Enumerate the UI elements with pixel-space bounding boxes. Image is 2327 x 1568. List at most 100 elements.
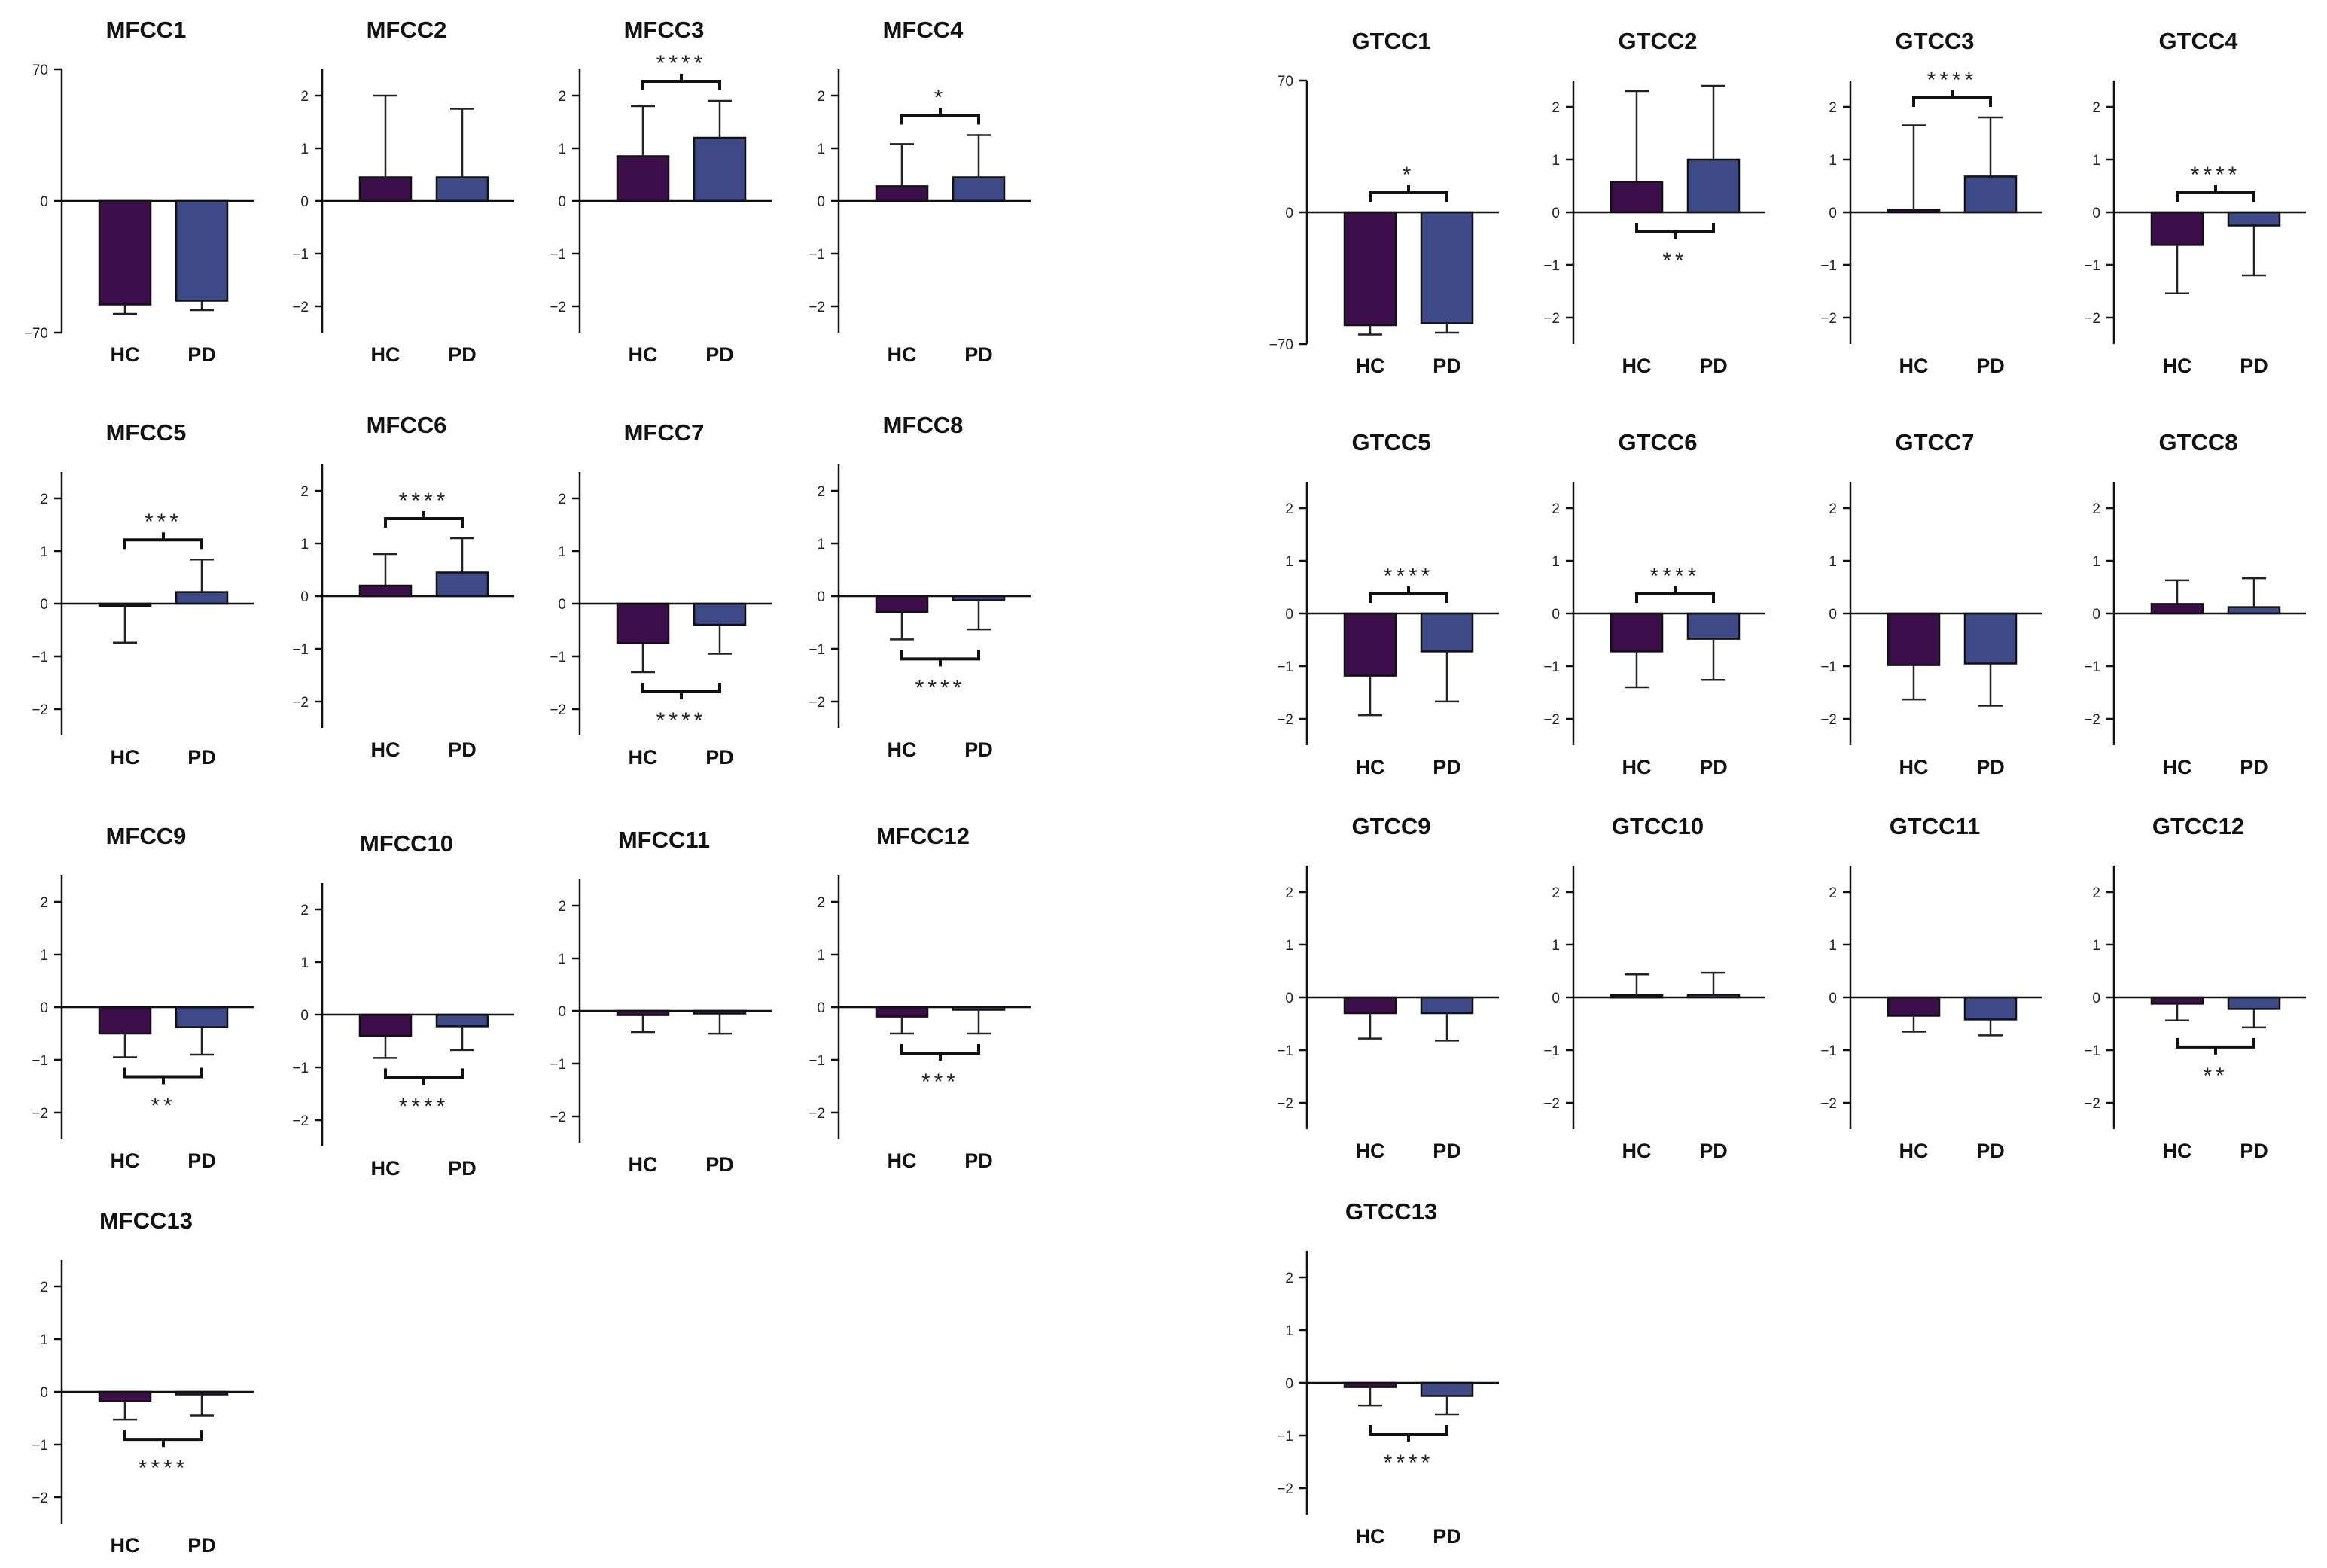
y-tick-label: −2 — [1277, 1096, 1293, 1112]
x-tick-label: HC — [1356, 1525, 1385, 1548]
y-tick-label: 70 — [1278, 74, 1293, 90]
significance-bracket — [384, 1068, 464, 1085]
y-tick-label: 1 — [558, 544, 566, 560]
bar-hc — [875, 595, 929, 613]
x-tick-label: HC — [1899, 1140, 1929, 1162]
y-tick-label: 0 — [558, 194, 566, 210]
y-tick-label: −1 — [1277, 1043, 1293, 1059]
chart-mfcc10: MFCC10 −2 −1 0 1 2 HC PD **** — [292, 830, 514, 1180]
y-tick-label: −1 — [809, 642, 825, 658]
chart-gtcc1: GTCC1 −70 0 70 HC PD * — [1269, 28, 1499, 377]
y-tick-label: −1 — [2084, 659, 2100, 675]
x-tick-label: PD — [2240, 756, 2268, 778]
y-tick-label: −1 — [550, 247, 566, 263]
y-tick-label: 0 — [1285, 206, 1293, 221]
bar-hc — [616, 155, 670, 202]
x-tick-label: PD — [448, 738, 477, 761]
significance-label: **** — [915, 675, 966, 700]
chart-gtcc11: GTCC11 −2 −1 0 1 2 HC PD — [1820, 813, 2042, 1162]
bar-pd — [1963, 612, 2018, 665]
y-tick-label: 2 — [558, 899, 566, 915]
x-tick-label: PD — [2240, 355, 2268, 377]
bar-hc — [875, 1006, 929, 1018]
x-tick-label: HC — [1622, 756, 1652, 778]
significance-bracket — [1635, 223, 1715, 239]
chart-title: GTCC9 — [1351, 813, 1430, 839]
x-tick-label: PD — [448, 343, 477, 366]
y-tick-label: 2 — [817, 89, 825, 105]
y-tick-label: 1 — [1285, 554, 1293, 570]
significance-bracket — [1369, 185, 1448, 202]
significance-label: **** — [399, 1094, 449, 1119]
y-tick-label: 2 — [40, 895, 48, 911]
x-tick-label: HC — [111, 1149, 140, 1172]
y-tick-label: 2 — [2092, 885, 2100, 901]
y-tick-label: −1 — [550, 650, 566, 665]
y-tick-label: 1 — [817, 142, 825, 157]
y-tick-label: −2 — [809, 695, 825, 711]
chart-mfcc6: MFCC6 −2 −1 0 1 2 HC PD **** — [292, 412, 514, 761]
chart-mfcc11: MFCC11 −2 −1 0 1 2 HC PD — [550, 827, 772, 1176]
y-tick-label: 0 — [1285, 1376, 1293, 1392]
y-tick-label: −2 — [809, 1106, 825, 1122]
y-tick-label: 2 — [558, 89, 566, 105]
chart-title: MFCC3 — [624, 17, 705, 43]
chart-mfcc5: MFCC5 −2 −1 0 1 2 HC PD *** — [32, 419, 254, 769]
y-tick-label: 1 — [1552, 554, 1560, 570]
y-tick-label: 2 — [1829, 501, 1837, 517]
y-tick-label: 2 — [1285, 885, 1293, 901]
y-tick-label: −2 — [2084, 311, 2100, 327]
bar-hc — [2150, 996, 2204, 1005]
chart-title: GTCC8 — [2158, 429, 2237, 455]
chart-title: MFCC9 — [106, 823, 187, 849]
y-tick-label: 0 — [300, 194, 309, 210]
x-tick-label: HC — [1622, 355, 1652, 377]
y-tick-label: −2 — [550, 300, 566, 315]
x-tick-label: PD — [1433, 1525, 1461, 1548]
y-tick-label: 2 — [1285, 1271, 1293, 1286]
y-tick-label: 0 — [817, 1000, 825, 1016]
bar-hc — [1343, 211, 1397, 327]
y-tick-label: 1 — [1552, 938, 1560, 954]
bar-hc — [2150, 211, 2204, 246]
chart-mfcc2: MFCC2 −2 −1 0 1 2 HC PD — [292, 17, 514, 366]
x-tick-label: HC — [2163, 756, 2192, 778]
y-tick-label: −70 — [1269, 337, 1293, 353]
y-tick-label: −2 — [292, 695, 309, 711]
significance-label: ** — [1662, 248, 1687, 273]
bar-pd — [1686, 158, 1741, 214]
significance-bracket — [384, 511, 464, 528]
chart-title: GTCC2 — [1618, 28, 1697, 54]
chart-title: GTCC1 — [1351, 28, 1430, 54]
x-tick-label: HC — [371, 343, 401, 366]
chart-title: MFCC1 — [106, 17, 187, 43]
y-tick-label: 1 — [300, 142, 309, 157]
y-tick-label: −1 — [32, 1053, 48, 1069]
chart-title: GTCC10 — [1612, 813, 1704, 839]
x-tick-label: HC — [629, 746, 658, 769]
bar-hc — [2150, 603, 2204, 615]
x-tick-label: PD — [705, 746, 734, 769]
bar-hc — [1610, 181, 1664, 214]
bar-hc — [98, 1390, 152, 1402]
y-tick-label: 70 — [32, 62, 48, 78]
y-tick-label: 1 — [558, 142, 566, 157]
y-tick-label: 1 — [1552, 153, 1560, 169]
y-tick-label: −70 — [24, 326, 48, 342]
y-tick-label: −2 — [550, 1110, 566, 1125]
bar-hc — [1610, 612, 1664, 653]
y-tick-label: −2 — [1543, 311, 1560, 327]
y-tick-label: 1 — [40, 1332, 48, 1348]
bar-pd — [1963, 996, 2018, 1021]
y-tick-label: −2 — [1543, 1096, 1560, 1112]
y-tick-label: −1 — [292, 642, 309, 658]
y-tick-label: 1 — [1285, 938, 1293, 954]
y-tick-label: 1 — [300, 537, 309, 553]
x-tick-label: HC — [888, 738, 917, 761]
y-tick-label: −1 — [1543, 258, 1560, 274]
y-tick-label: 1 — [2092, 938, 2100, 954]
y-tick-label: 1 — [1829, 938, 1837, 954]
significance-bracket — [641, 683, 721, 699]
chart-mfcc1: MFCC1 −70 0 70 HC PD — [24, 17, 254, 366]
